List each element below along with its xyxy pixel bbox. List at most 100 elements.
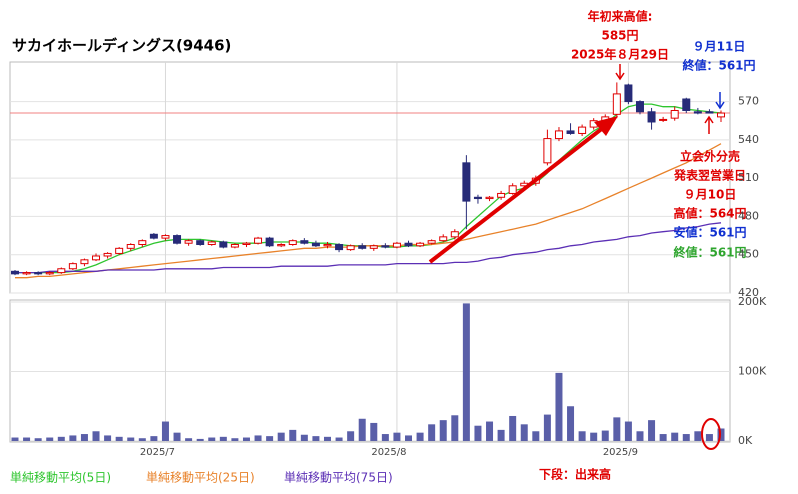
- candle-body: [358, 245, 367, 249]
- annotation: 発表翌営業日: [673, 168, 746, 183]
- legend-entry: 単純移動平均(75日): [284, 471, 393, 485]
- volume-bar: [11, 437, 19, 441]
- volume-bar: [393, 432, 401, 441]
- candle-body: [11, 270, 19, 275]
- volume-bar: [613, 417, 621, 441]
- x-tick-label: 2025/7: [140, 447, 175, 458]
- candle-body: [300, 240, 309, 244]
- candle-body: [207, 241, 216, 246]
- y-tick-label: 510: [738, 171, 759, 184]
- candle-body: [184, 240, 193, 244]
- annotation: ９月10日: [684, 188, 737, 202]
- candle-body: [554, 130, 563, 140]
- candle-body: [566, 130, 575, 134]
- volume-bar: [717, 428, 725, 441]
- volume-bar: [567, 406, 575, 441]
- volume-bar: [590, 432, 598, 441]
- annotation: ９月11日: [693, 40, 746, 54]
- volume-bar: [358, 418, 366, 441]
- candle-body: [416, 242, 425, 247]
- volume-bar: [254, 435, 262, 441]
- volume-bar: [208, 437, 216, 441]
- annotation: 年初来高値:: [588, 9, 653, 24]
- candle-body: [80, 259, 89, 265]
- candle-body: [254, 237, 263, 244]
- volume-bar: [115, 436, 123, 441]
- volume-bar: [104, 435, 112, 441]
- volume-bar: [509, 415, 517, 441]
- volume-bar: [405, 435, 413, 441]
- candle-body: [381, 245, 390, 248]
- candle-body: [242, 242, 251, 246]
- annotation: 終値：561円: [673, 245, 746, 260]
- volume-bar: [34, 438, 42, 441]
- volume-bar: [671, 432, 679, 441]
- candle-body: [462, 162, 471, 202]
- volume-bar: [694, 431, 702, 441]
- x-tick-label: 2025/9: [603, 447, 638, 458]
- volume-bar: [312, 436, 320, 441]
- candle-body: [34, 272, 43, 275]
- volume-bar: [150, 436, 158, 441]
- x-tick-label: 2025/8: [371, 447, 406, 458]
- candle-body: [230, 244, 239, 248]
- candle-body: [450, 231, 459, 238]
- candle-body: [682, 98, 691, 111]
- candle-body: [659, 118, 668, 121]
- volume-bar: [462, 303, 470, 441]
- candle-body: [92, 255, 101, 261]
- candle-body: [173, 235, 182, 244]
- volume-bar: [300, 434, 308, 441]
- y-tick-label: 450: [738, 248, 759, 261]
- candle-body: [404, 242, 413, 247]
- annotation: 高値：564円: [673, 206, 746, 221]
- price-panel: [9, 61, 731, 294]
- candle-body: [578, 126, 587, 134]
- candle-body: [392, 242, 401, 248]
- volume-bar: [347, 431, 355, 441]
- volume-bar: [127, 437, 135, 441]
- volume-bar: [451, 415, 459, 441]
- candle-body: [346, 245, 355, 251]
- volume-bar: [219, 436, 227, 441]
- volume-bar: [416, 432, 424, 441]
- y-tick-label: 100K: [738, 365, 767, 378]
- volume-bar: [161, 421, 169, 441]
- volume-label: 下段：出来高: [539, 467, 611, 482]
- volume-bar: [578, 431, 586, 441]
- candle-body: [103, 252, 112, 257]
- candle-body: [693, 111, 702, 114]
- candle-body: [323, 244, 332, 247]
- candle-body: [612, 93, 621, 115]
- candle-body: [427, 240, 436, 244]
- volume-bar: [601, 430, 609, 441]
- volume-bar: [23, 437, 31, 441]
- volume-bar: [196, 438, 204, 441]
- y-tick-label: 420: [738, 286, 759, 299]
- candle-body: [543, 138, 552, 164]
- candle-body: [369, 245, 378, 249]
- candle-body: [508, 185, 517, 194]
- candle-body: [439, 236, 448, 242]
- candle-body: [149, 233, 158, 239]
- candle-body: [635, 101, 644, 113]
- volume-bar: [555, 372, 563, 441]
- volume-bar: [242, 437, 250, 441]
- candle-body: [138, 240, 147, 246]
- volume-bar: [705, 434, 713, 441]
- candle-body: [288, 240, 297, 246]
- annotation: 立会外分売: [680, 149, 740, 164]
- volume-bar: [636, 431, 644, 441]
- chart-title: サカイホールディングス(9446): [12, 37, 231, 55]
- candle-body: [265, 237, 274, 247]
- volume-bar: [69, 435, 77, 441]
- y-tick-label: 200K: [738, 295, 767, 308]
- candle-body: [57, 268, 66, 274]
- volume-bar: [46, 437, 54, 441]
- y-tick-label: 480: [738, 209, 759, 222]
- volume-bar: [381, 434, 389, 441]
- volume-bar: [266, 436, 274, 441]
- annotation: 585円: [601, 29, 638, 43]
- y-tick-label: 0K: [738, 434, 753, 447]
